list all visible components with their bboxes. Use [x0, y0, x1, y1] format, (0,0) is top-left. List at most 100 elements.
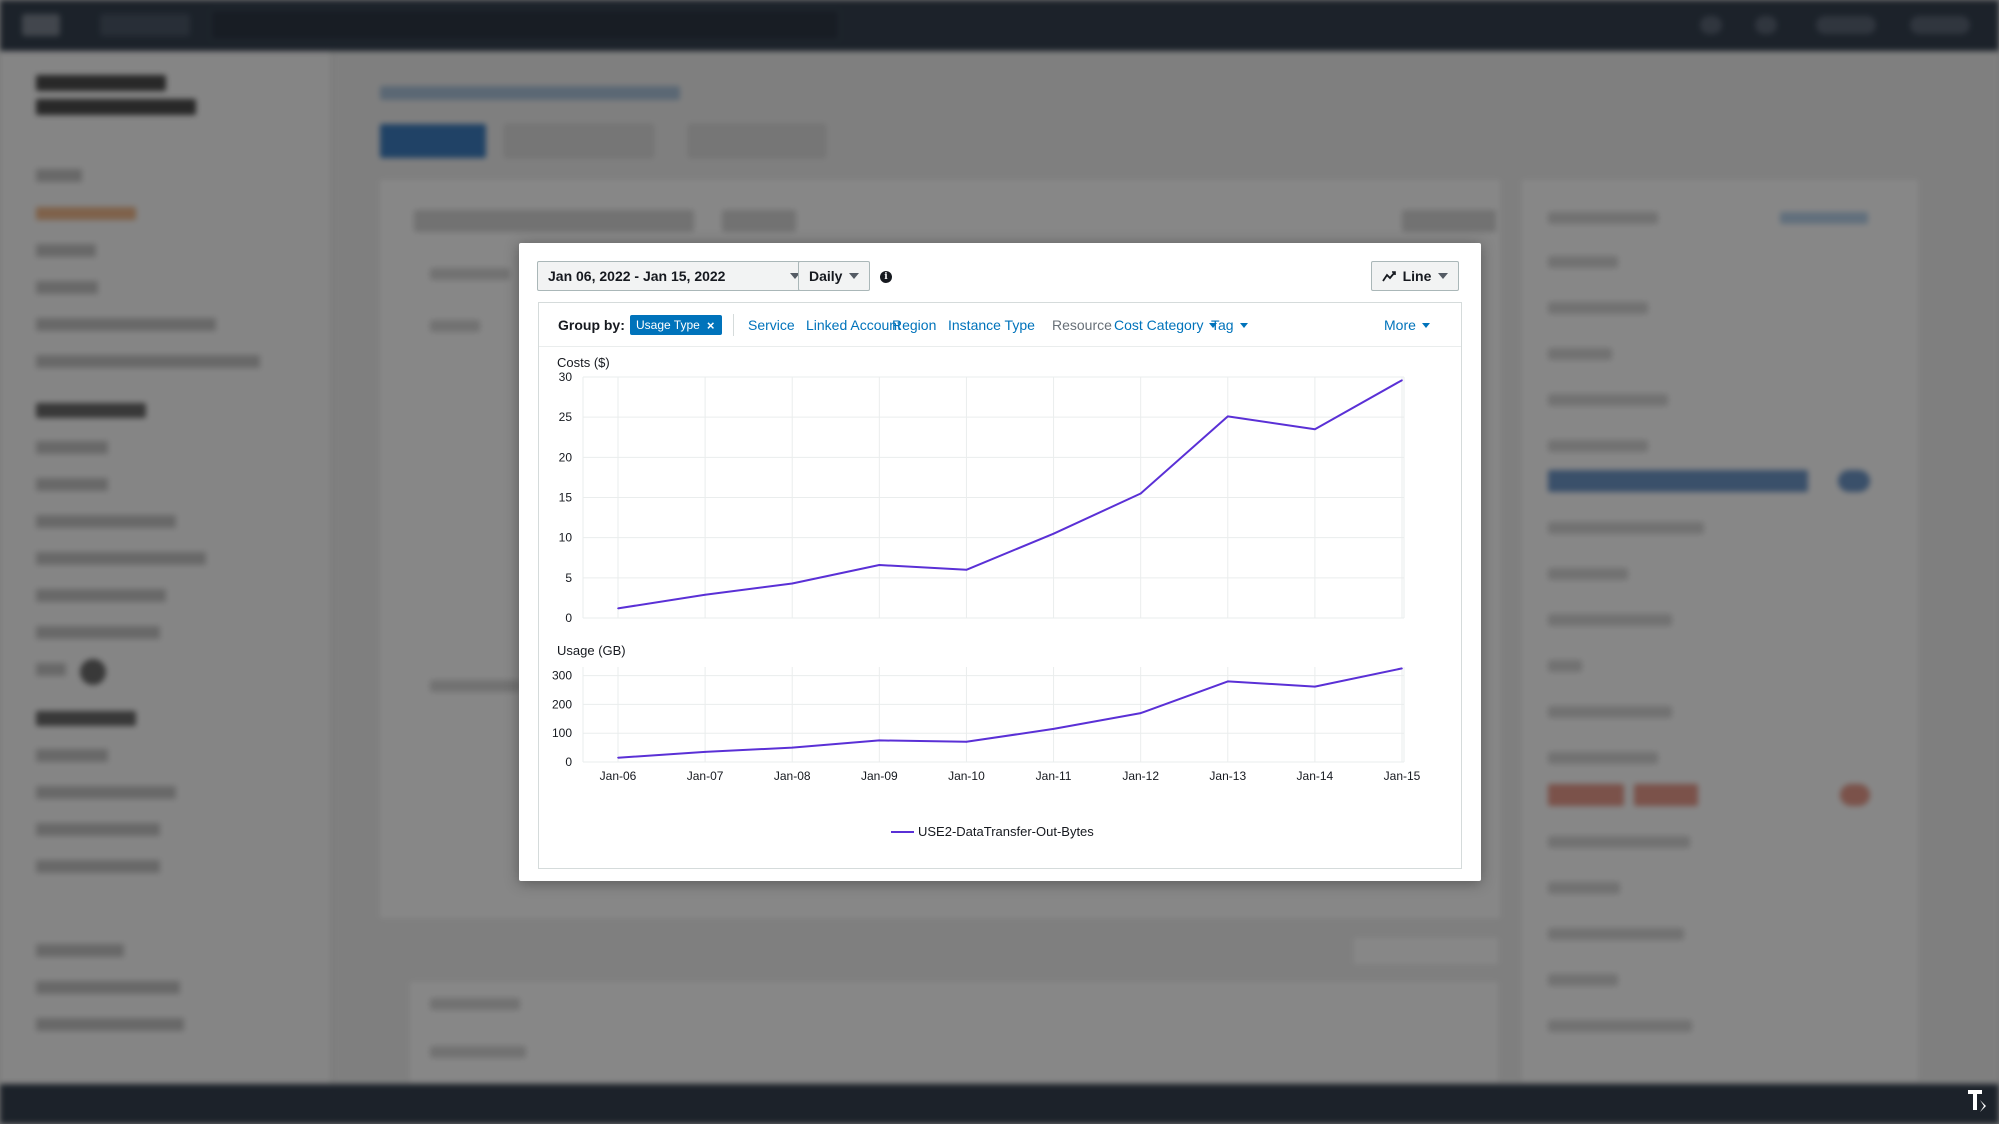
- group-by-option-label: Linked Account: [806, 317, 901, 333]
- group-by-option-service[interactable]: Service: [748, 317, 795, 333]
- y-tick-label: 0: [565, 611, 572, 625]
- watermark-logo: [1968, 1090, 1986, 1112]
- chevron-down-icon: [1239, 323, 1248, 328]
- x-tick-label: Jan-12: [1122, 769, 1159, 783]
- save-as-button: [380, 124, 486, 158]
- y-tick-label: 20: [559, 450, 573, 464]
- data-point: [1314, 428, 1316, 431]
- x-tick-label: Jan-14: [1297, 769, 1334, 783]
- group-by-option-instance-type[interactable]: Instance Type: [948, 317, 1035, 333]
- y-tick-label: 10: [559, 531, 573, 545]
- x-tick-label: Jan-10: [948, 769, 985, 783]
- footer-bar: [0, 1084, 1999, 1124]
- series-line: [617, 379, 1403, 610]
- group-by-label: Group by:: [558, 317, 625, 333]
- chart-title: Costs ($): [557, 355, 610, 370]
- x-tick-label: Jan-11: [1036, 769, 1072, 783]
- chevron-down-icon: [1421, 323, 1430, 328]
- side-navigation: [0, 51, 332, 1084]
- x-tick-label: Jan-08: [774, 769, 811, 783]
- sidebar-title: [36, 75, 196, 121]
- data-point: [1052, 532, 1055, 535]
- date-range-picker[interactable]: Jan 06, 2022 - Jan 15, 2022: [537, 261, 811, 291]
- x-tick-label: Jan-09: [861, 769, 898, 783]
- settings-icon: [1755, 16, 1777, 34]
- y-tick-label: 0: [565, 755, 572, 769]
- data-point: [878, 739, 881, 742]
- group-by-option-resource[interactable]: Resource: [1052, 317, 1112, 333]
- y-tick-label: 15: [559, 491, 573, 505]
- cloudshell-icon: [1700, 16, 1722, 34]
- divider: [733, 314, 734, 336]
- y-tick-label: 30: [559, 370, 573, 384]
- group-by-option-label: Resource: [1052, 317, 1112, 333]
- services-menu: [100, 14, 190, 36]
- x-tick-label: Jan-07: [687, 769, 724, 783]
- data-point: [1226, 680, 1229, 683]
- y-tick-label: 200: [552, 697, 572, 711]
- aws-logo: [22, 14, 60, 36]
- more-label: More: [1384, 317, 1416, 333]
- group-by-option-tag[interactable]: Tag: [1211, 317, 1248, 333]
- group-by-option-cost-category[interactable]: Cost Category: [1114, 317, 1218, 333]
- granularity-value: Daily: [809, 268, 843, 284]
- chart-panel: Group by: Usage Type × Service Linked Acc…: [538, 302, 1462, 869]
- data-point: [617, 607, 619, 610]
- data-point: [1139, 492, 1142, 495]
- cost-usage-chart: Costs ($) 0 5 10 15 20 25 30 Usage (GB) 0 100 200 30…: [552, 355, 1421, 839]
- chart-title: Usage (GB): [557, 643, 626, 658]
- global-search: [210, 9, 840, 41]
- data-point: [1401, 667, 1403, 670]
- data-point: [704, 751, 706, 753]
- data-point: [1226, 415, 1229, 418]
- y-tick-label: 25: [559, 410, 573, 424]
- group-by-option-label: Cost Category: [1114, 317, 1204, 333]
- info-icon[interactable]: i: [880, 271, 892, 283]
- x-tick-label: Jan-06: [600, 769, 637, 783]
- series-line: [617, 667, 1403, 759]
- download-csv-button: [1352, 936, 1500, 966]
- y-tick-label: 300: [552, 669, 572, 683]
- data-point: [1401, 379, 1403, 382]
- chart-style-select[interactable]: Line: [1371, 261, 1459, 291]
- chevron-down-icon: [849, 273, 859, 279]
- data-point: [1314, 685, 1316, 688]
- account-menu: [1910, 16, 1970, 34]
- group-by-option-label: Service: [748, 317, 795, 333]
- group-by-option-label: Tag: [1211, 317, 1234, 333]
- cost-table: [408, 980, 1500, 1084]
- data-point: [791, 582, 794, 585]
- data-point: [1139, 712, 1142, 714]
- granularity-select[interactable]: Daily: [798, 261, 870, 291]
- data-point: [617, 756, 619, 759]
- line-chart-icon: [1382, 271, 1396, 282]
- chevron-down-icon: [1438, 273, 1448, 279]
- group-by-option-label: Instance Type: [948, 317, 1035, 333]
- x-tick-label: Jan-13: [1209, 769, 1246, 783]
- x-tick-label: Jan-15: [1384, 769, 1421, 783]
- breadcrumb: [380, 86, 680, 100]
- y-tick-label: 100: [552, 726, 572, 740]
- close-icon[interactable]: ×: [706, 317, 715, 333]
- chevron-down-icon: [1209, 323, 1218, 328]
- chart-style-value: Line: [1402, 268, 1432, 284]
- data-point: [704, 593, 706, 596]
- legend-label: USE2-DataTransfer-Out-Bytes: [918, 824, 1094, 839]
- recent-reports-button: [504, 124, 654, 158]
- data-point: [878, 564, 881, 566]
- date-range-value: Jan 06, 2022 - Jan 15, 2022: [548, 268, 726, 284]
- group-by-bar: Group by: Usage Type × Service Linked Acc…: [539, 303, 1461, 347]
- new-report-button: [688, 124, 826, 158]
- y-tick-label: 5: [565, 571, 572, 585]
- more-dropdown[interactable]: More: [1384, 317, 1430, 333]
- group-by-chip[interactable]: Usage Type ×: [630, 315, 723, 335]
- aws-top-navigation: [0, 0, 1999, 51]
- group-by-option-region[interactable]: Region: [892, 317, 936, 333]
- data-point: [1052, 728, 1055, 730]
- region-menu: [1816, 16, 1876, 34]
- cost-explorer-chart-popup: Jan 06, 2022 - Jan 15, 2022 Daily i Line…: [519, 243, 1481, 881]
- group-by-chip-label: Usage Type: [636, 318, 700, 332]
- group-by-option-linked-account[interactable]: Linked Account: [806, 317, 901, 333]
- group-by-option-label: Region: [892, 317, 937, 333]
- data-point: [965, 741, 968, 743]
